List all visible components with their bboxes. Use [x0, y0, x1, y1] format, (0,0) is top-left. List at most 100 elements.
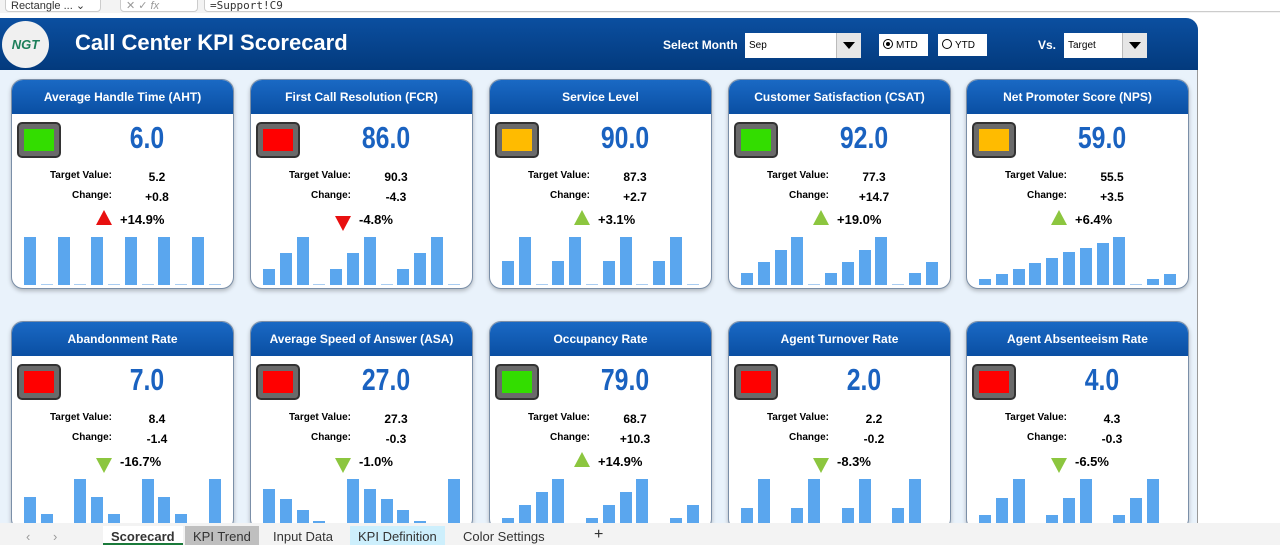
trend-bar — [636, 283, 649, 285]
trend-bar — [208, 479, 221, 527]
change-value: +0.8 — [145, 190, 169, 204]
vs-select[interactable]: Target — [1064, 33, 1147, 58]
kpi-value: 27.0 — [361, 362, 411, 397]
mtd-label: MTD — [896, 40, 918, 51]
formula-buttons[interactable]: ✕ ✓ fx — [120, 0, 198, 12]
target-label: Target Value: — [766, 412, 829, 423]
arrow-down-icon — [813, 458, 829, 473]
trend-bar — [757, 479, 770, 527]
target-label: Target Value: — [1004, 170, 1067, 181]
trend-bar — [892, 283, 905, 285]
mtd-radio[interactable]: MTD — [879, 34, 928, 56]
trend-bar — [141, 479, 154, 527]
name-box-value: Rectangle ... — [11, 0, 73, 12]
chevron-down-icon[interactable] — [836, 33, 861, 58]
trend-bar — [791, 237, 804, 285]
kpi-card: Abandonment Rate 7.0 Target Value: 8.4 C… — [11, 321, 234, 531]
status-indicator — [17, 122, 61, 158]
trend-bar — [653, 261, 666, 285]
change-percent: -4.8% — [359, 212, 393, 227]
prev-sheet-icon[interactable]: ‹ — [26, 529, 31, 544]
trend-bar — [602, 261, 615, 285]
trend-bar — [40, 283, 53, 285]
ytd-radio[interactable]: YTD — [938, 34, 987, 56]
next-sheet-icon[interactable]: › — [53, 529, 58, 544]
trend-bar — [158, 237, 171, 285]
formula-bar: Rectangle ... ⌄ ✕ ✓ fx =Support!C9 — [0, 0, 1280, 13]
change-percent: -8.3% — [837, 454, 871, 469]
trend-bar — [825, 273, 837, 285]
trend-bar — [875, 237, 888, 285]
trend-bar — [1063, 252, 1075, 285]
target-value: 55.5 — [1100, 170, 1124, 184]
trend-bar — [535, 491, 548, 527]
trend-bar — [1147, 278, 1159, 285]
trend-bar — [979, 278, 991, 285]
trend-bar — [909, 273, 921, 285]
trend-bar — [363, 237, 376, 285]
target-label: Target Value: — [288, 412, 351, 423]
card-title: Net Promoter Score (NPS) — [967, 80, 1188, 114]
kpi-card: Average Speed of Answer (ASA) 27.0 Targe… — [250, 321, 473, 531]
trend-bar — [1147, 479, 1159, 527]
chevron-down-icon[interactable] — [1122, 33, 1147, 58]
target-value: 90.3 — [384, 170, 408, 184]
trend-chart — [24, 235, 221, 285]
month-value: Sep — [749, 40, 767, 51]
kpi-card: Agent Absenteeism Rate 4.0 Target Value:… — [966, 321, 1189, 531]
trend-bar — [670, 518, 682, 527]
trend-bar — [447, 479, 460, 527]
change-value: +10.3 — [619, 432, 651, 446]
trend-chart — [502, 477, 699, 527]
add-sheet-button[interactable]: + — [594, 526, 604, 543]
kpi-value: 59.0 — [1077, 120, 1127, 155]
trend-bar — [24, 496, 36, 527]
arrow-down-icon — [1051, 458, 1067, 473]
trend-bar — [518, 505, 531, 527]
status-indicator — [972, 122, 1016, 158]
kpi-value: 90.0 — [600, 120, 650, 155]
month-label: Select Month — [663, 38, 738, 52]
trend-bar — [175, 283, 188, 285]
logo: NGT — [2, 21, 49, 68]
trend-bar — [347, 479, 359, 527]
vs-label: Vs. — [1038, 38, 1057, 52]
kpi-value: 7.0 — [129, 362, 165, 397]
change-percent: +14.9% — [598, 454, 643, 469]
name-box[interactable]: Rectangle ... ⌄ — [5, 0, 101, 12]
arrow-down-icon — [335, 458, 351, 473]
status-indicator — [256, 122, 300, 158]
trend-bar — [1079, 479, 1092, 527]
trend-chart — [979, 477, 1176, 527]
trend-bar — [74, 283, 87, 285]
tab-kpi-definition[interactable]: KPI Definition — [350, 526, 445, 545]
status-indicator — [495, 364, 539, 400]
trend-bar — [670, 237, 682, 285]
trend-bar — [502, 261, 514, 285]
tab-kpi-trend[interactable]: KPI Trend — [185, 526, 259, 545]
trend-bar — [502, 518, 514, 527]
tab-scorecard[interactable]: Scorecard — [103, 526, 183, 545]
change-label: Change: — [1027, 432, 1067, 443]
change-label: Change: — [789, 432, 829, 443]
status-indicator — [734, 364, 778, 400]
kpi-card: Average Handle Time (AHT) 6.0 Target Val… — [11, 79, 234, 289]
change-value: -0.3 — [385, 432, 407, 446]
formula-input[interactable]: =Support!C9 — [204, 0, 1280, 12]
change-value: -0.2 — [863, 432, 885, 446]
arrow-up-icon — [574, 452, 590, 467]
trend-bar — [363, 488, 376, 527]
kpi-value: 6.0 — [129, 120, 165, 155]
trend-bar — [841, 262, 854, 285]
card-title: First Call Resolution (FCR) — [251, 80, 472, 114]
trend-bar — [330, 269, 343, 285]
change-value: -0.3 — [1101, 432, 1123, 446]
tab-color-settings[interactable]: Color Settings — [463, 529, 545, 544]
target-label: Target Value: — [288, 170, 351, 181]
tab-input-data[interactable]: Input Data — [273, 529, 333, 544]
trend-bar — [757, 262, 770, 285]
trend-bar — [619, 237, 632, 285]
month-select[interactable]: Sep — [745, 33, 861, 58]
dashboard: NGT Call Center KPI Scorecard Select Mon… — [0, 18, 1198, 531]
trend-bar — [192, 237, 204, 285]
